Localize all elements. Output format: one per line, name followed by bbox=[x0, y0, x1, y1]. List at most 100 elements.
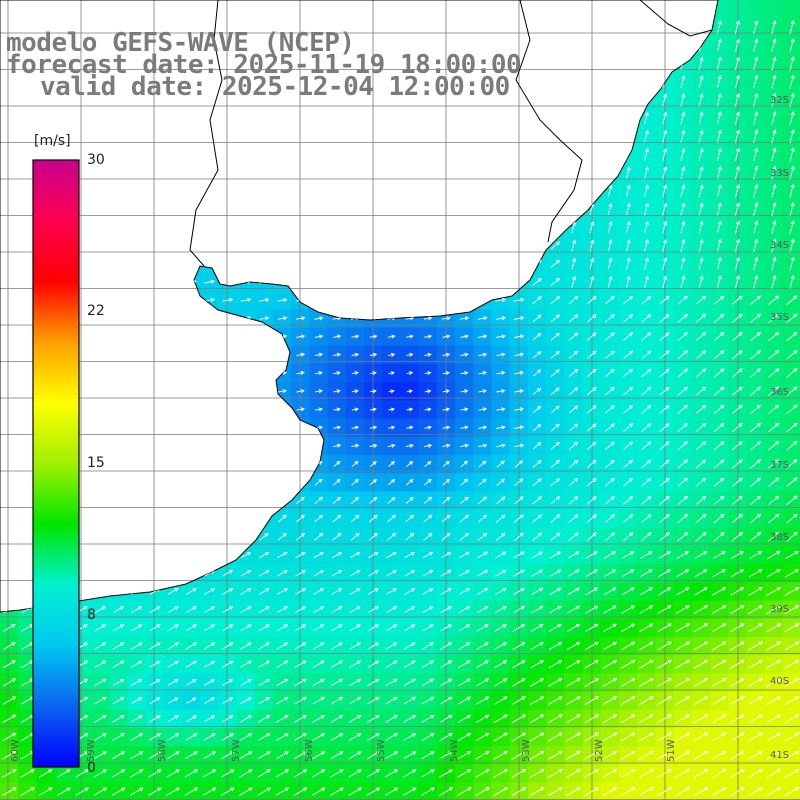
wind-arrow bbox=[314, 514, 324, 523]
wind-arrow bbox=[548, 660, 563, 669]
wind-arrow bbox=[784, 623, 800, 633]
wind-arrow bbox=[694, 551, 708, 559]
wind-arrow bbox=[730, 569, 745, 578]
wind-arrow bbox=[514, 496, 524, 505]
wind-arrow bbox=[439, 714, 453, 723]
wind-arrow bbox=[314, 334, 324, 339]
wind-arrow bbox=[350, 532, 360, 541]
lon-label: 59W bbox=[86, 739, 97, 762]
wind-arrow bbox=[695, 368, 707, 378]
wind-arrow bbox=[568, 478, 579, 487]
wind-arrow bbox=[713, 368, 725, 378]
wind-arrow bbox=[333, 478, 341, 486]
wind-arrow bbox=[734, 147, 741, 162]
wind-arrow bbox=[423, 532, 433, 541]
wind-arrow bbox=[550, 351, 560, 359]
wind-arrow bbox=[784, 587, 800, 596]
wind-arrow bbox=[424, 407, 432, 412]
title-forecast-date: forecast date: 2025-11-19 18:00:00 bbox=[6, 50, 522, 80]
wind-arrow bbox=[567, 605, 581, 614]
wind-arrow bbox=[530, 678, 545, 687]
wind-arrow bbox=[622, 551, 635, 559]
wind-arrow bbox=[493, 732, 509, 742]
wind-arrow bbox=[514, 478, 524, 487]
wind-arrow bbox=[496, 443, 506, 448]
wind-arrow bbox=[203, 660, 216, 668]
wind-arrow bbox=[333, 389, 341, 394]
wind-arrow bbox=[333, 425, 342, 430]
wind-arrow bbox=[604, 296, 615, 305]
wind-arrow bbox=[731, 295, 743, 305]
wind-arrow bbox=[620, 732, 636, 742]
wind-arrow bbox=[514, 407, 525, 412]
wind-arrow bbox=[112, 642, 125, 650]
wind-arrow bbox=[259, 532, 269, 541]
wind-arrow bbox=[296, 352, 306, 357]
wind-arrow bbox=[659, 350, 670, 360]
wind-arrow bbox=[295, 316, 306, 321]
wind-arrow bbox=[548, 642, 563, 651]
wind-arrow bbox=[753, 238, 759, 253]
wind-arrow bbox=[584, 623, 599, 632]
wind-arrow bbox=[458, 569, 471, 577]
wind-arrow bbox=[749, 513, 762, 524]
wind-arrow bbox=[768, 368, 780, 378]
wind-arrow bbox=[94, 715, 107, 723]
wind-arrow bbox=[768, 331, 780, 342]
wind-arrow bbox=[786, 440, 798, 451]
wind-arrow bbox=[620, 714, 636, 724]
wind-arrow bbox=[351, 352, 360, 357]
title-valid-date: valid date: 2025-12-04 12:00:00 bbox=[40, 72, 510, 102]
wind-arrow bbox=[130, 733, 144, 741]
wind-arrow bbox=[330, 769, 344, 778]
wind-arrow bbox=[748, 641, 764, 651]
wind-arrow bbox=[604, 477, 615, 487]
wind-arrow bbox=[478, 443, 488, 448]
wind-arrow bbox=[496, 460, 505, 468]
wind-arrow bbox=[460, 407, 469, 412]
wind-arrow bbox=[644, 184, 649, 198]
wind-arrow bbox=[693, 641, 709, 651]
wind-arrow bbox=[625, 275, 631, 288]
wind-arrow bbox=[348, 769, 362, 778]
wind-arrow bbox=[313, 570, 325, 577]
wind-arrow bbox=[441, 514, 451, 523]
wind-arrow bbox=[695, 313, 707, 323]
wind-arrow bbox=[477, 551, 489, 559]
wind-arrow bbox=[204, 679, 216, 686]
wind-arrow bbox=[296, 334, 306, 339]
wind-arrow bbox=[424, 352, 432, 357]
wind-arrow bbox=[603, 551, 617, 559]
wind-arrow bbox=[475, 714, 490, 723]
wind-arrow bbox=[586, 532, 597, 542]
wind-arrow bbox=[675, 750, 691, 760]
wind-arrow bbox=[713, 295, 725, 305]
wind-arrow bbox=[421, 751, 435, 760]
wind-arrow bbox=[784, 605, 800, 615]
wind-arrow bbox=[768, 295, 780, 305]
wind-arrow bbox=[766, 641, 782, 651]
wind-arrow bbox=[294, 715, 307, 723]
wind-arrow bbox=[731, 459, 743, 469]
wind-arrow bbox=[698, 184, 704, 198]
wind-arrow bbox=[494, 678, 508, 687]
wind-arrow bbox=[641, 404, 652, 414]
wind-arrow bbox=[530, 642, 544, 650]
wind-arrow bbox=[566, 696, 582, 706]
wind-arrow bbox=[713, 386, 725, 396]
wind-arrow bbox=[623, 495, 634, 505]
wind-arrow bbox=[403, 696, 417, 705]
wind-arrow bbox=[734, 38, 741, 52]
wind-arrow bbox=[586, 314, 597, 323]
wind-arrow bbox=[604, 332, 615, 341]
wind-arrow bbox=[620, 750, 636, 760]
wind-arrow bbox=[476, 660, 490, 669]
wind-arrow bbox=[716, 165, 722, 180]
wind-arrow bbox=[330, 696, 344, 705]
wind-arrow bbox=[568, 496, 579, 505]
wind-arrow bbox=[351, 460, 359, 468]
wind-arrow bbox=[662, 275, 668, 289]
wind-arrow bbox=[644, 111, 649, 125]
wind-arrow bbox=[657, 587, 672, 596]
wind-arrow bbox=[388, 371, 396, 376]
